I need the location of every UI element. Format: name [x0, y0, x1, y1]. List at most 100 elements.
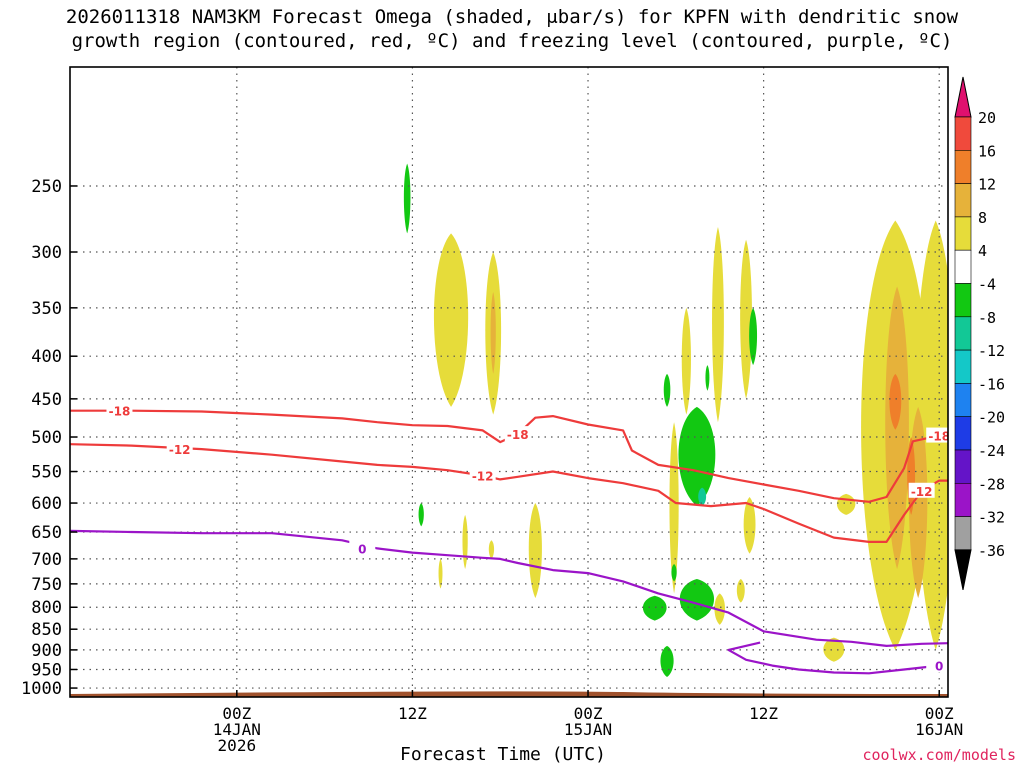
- colorbar-label: 8: [978, 209, 987, 227]
- omega-region-neg: [749, 307, 758, 366]
- y-tick-label: 600: [31, 494, 62, 514]
- omega-region-pos: [740, 239, 752, 399]
- colorbar-swatch: [954, 183, 972, 218]
- colorbar-swatch: [954, 549, 972, 590]
- omega-region-neg: [663, 373, 671, 407]
- terrain-ground: [70, 691, 948, 697]
- y-tick-label: 750: [31, 575, 62, 595]
- colorbar-swatch: [954, 216, 972, 251]
- colorbar-label: 12: [978, 176, 996, 194]
- colorbar-swatch: [954, 416, 972, 451]
- omega-region-pos: [681, 307, 691, 415]
- colorbar-swatch: [954, 383, 972, 417]
- contour-line: [727, 641, 948, 675]
- omega-region-pos: [736, 579, 745, 603]
- colorbar-swatch: [954, 482, 972, 517]
- omega-region-pos: [885, 286, 909, 570]
- y-tick-label: 400: [31, 347, 62, 367]
- omega-region-pos: [669, 422, 679, 594]
- colorbar-swatch: [954, 349, 972, 384]
- colorbar-label: -20: [978, 409, 1005, 427]
- contour-label-bg: [106, 402, 133, 418]
- y-axis-labels: 2503003504004505005506006507007508008509…: [21, 177, 77, 699]
- omega-region-neg: [678, 406, 716, 507]
- x-axis-title: Forecast Time (UTC): [400, 744, 606, 765]
- y-tick-label: 950: [31, 660, 62, 680]
- y-tick-label: 1000: [21, 679, 62, 699]
- contour-label-bg: [908, 482, 935, 498]
- contour-label: -12: [911, 485, 933, 499]
- contour-label: 0: [935, 660, 943, 674]
- contour-label: -12: [472, 469, 494, 483]
- omega-region-pos: [972, 458, 990, 548]
- contour-label-bg: [504, 426, 531, 442]
- colorbar-label: -32: [978, 509, 1005, 527]
- y-tick-label: 300: [31, 243, 62, 263]
- y-tick-label: 850: [31, 620, 62, 640]
- colorbar-label: -12: [978, 342, 1005, 360]
- x-tick-label: 00Z: [222, 704, 251, 723]
- colorbar-label: -36: [978, 542, 1005, 560]
- colorbar-swatch: [954, 283, 972, 318]
- colorbar-label: 20: [978, 109, 996, 127]
- credit-link[interactable]: coolwx.com/models: [862, 746, 1016, 764]
- y-tick-label: 700: [31, 550, 62, 570]
- plot-area: -18 -18 -18 -12 -12 -12 0 0: [70, 67, 990, 697]
- omega-region-neg: [642, 595, 667, 621]
- omega-region-neg: [705, 365, 710, 391]
- y-tick-label: 350: [31, 299, 62, 319]
- omega-region-pos: [438, 558, 443, 589]
- omega-region-pos: [490, 291, 496, 374]
- colorbar-swatch: [954, 316, 972, 351]
- colorbar-swatch: [954, 249, 972, 284]
- omega-region-pos: [488, 540, 495, 559]
- omega-region-pos: [433, 233, 469, 407]
- contour-label-bg: [926, 657, 948, 673]
- omega-region-neg: [403, 163, 411, 234]
- colorbar-swatch: [954, 76, 972, 118]
- chart-title-line-2: growth region (contoured, red, ºC) and f…: [71, 30, 953, 52]
- colorbar-label: 4: [978, 242, 987, 260]
- plot-frame: [69, 66, 949, 698]
- colorbar-swatch: [954, 449, 972, 484]
- x-tick-label: 00Z: [925, 704, 954, 723]
- contour-label: -18: [109, 405, 131, 419]
- omega-region-neg: [698, 487, 707, 507]
- x-tick-label: 15JAN: [564, 720, 612, 739]
- y-tick-label: 800: [31, 598, 62, 618]
- y-tick-label: 550: [31, 463, 62, 483]
- omega-region-pos: [462, 514, 468, 570]
- colorbar-swatch: [954, 116, 972, 151]
- omega-region-pos: [528, 503, 542, 599]
- y-tick-label: 250: [31, 177, 62, 197]
- omega-region-pos: [712, 227, 724, 423]
- colorbar: 20 16 12 8 4 -4 -8 -12 -16 -20 -24 -28 -32 -36: [954, 76, 1005, 590]
- y-tick-label: 650: [31, 523, 62, 543]
- omega-region-pos: [836, 493, 856, 515]
- colorbar-label: -4: [978, 276, 996, 294]
- x-tick-label: 14JAN: [213, 720, 261, 739]
- colorbar-swatch: [954, 150, 972, 184]
- omega-region-pos: [889, 373, 902, 430]
- colorbar-label: -28: [978, 475, 1005, 493]
- y-tick-label: 500: [31, 428, 62, 448]
- omega-region-neg: [679, 579, 715, 621]
- contour-line: [70, 443, 948, 544]
- omega-region-neg: [671, 564, 677, 582]
- x-tick-label: 16JAN: [915, 720, 963, 739]
- grid: [70, 67, 948, 697]
- contour-line: [70, 529, 948, 648]
- contour-label: -18: [928, 430, 950, 444]
- contour-label: -18: [507, 428, 529, 442]
- x-tick-label: 2026: [218, 736, 257, 755]
- x-tick-label: 12Z: [749, 704, 778, 723]
- contour-label: -12: [169, 443, 191, 457]
- omega-region-pos: [743, 496, 756, 554]
- chart-title-line-1: 2026011318 NAM3KM Forecast Omega (shaded…: [65, 6, 959, 28]
- y-tick-label: 900: [31, 641, 62, 661]
- colorbar-label: -16: [978, 375, 1005, 393]
- colorbar-label: 16: [978, 142, 996, 160]
- contour-label-bg: [469, 467, 496, 483]
